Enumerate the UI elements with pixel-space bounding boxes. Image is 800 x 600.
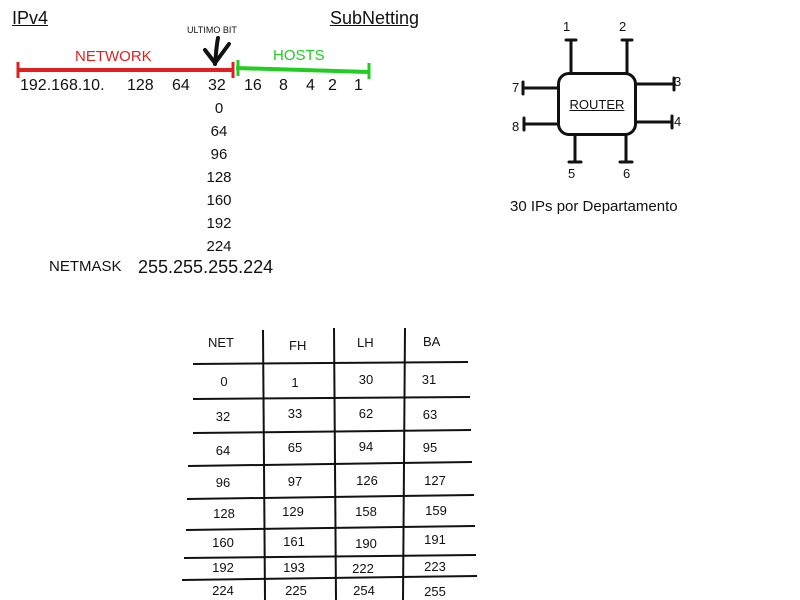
table-cell: 222 [352, 561, 374, 576]
department-note: 30 IPs por Departamento [510, 198, 678, 215]
table-cell: 128 [213, 506, 235, 521]
table-cell: 95 [422, 440, 438, 455]
subnet-start: 192 [206, 215, 232, 232]
table-cell: 129 [282, 504, 304, 519]
table-cell: 254 [353, 583, 375, 598]
subnet-start: 224 [206, 238, 232, 255]
table-cell: 223 [424, 559, 446, 574]
table-header: FH [289, 338, 307, 353]
subnet-start: 160 [206, 192, 232, 209]
table-cell: 97 [287, 474, 303, 489]
subnet-start: 0 [214, 100, 224, 117]
bit-value: 128 [127, 77, 154, 94]
router-port-label: 4 [674, 114, 682, 129]
bit-value: 64 [172, 77, 190, 94]
hosts-label: HOSTS [273, 47, 325, 64]
table-cell: 193 [283, 560, 305, 575]
router-box: ROUTER [557, 72, 637, 136]
table-cell: 64 [215, 443, 231, 458]
table-cell: 62 [358, 406, 374, 421]
bit-value: 16 [244, 77, 262, 94]
table-cell: 1 [291, 375, 299, 390]
bit-value: 4 [306, 77, 315, 94]
bit-value: 2 [328, 77, 337, 94]
table-cell: 255 [424, 584, 446, 599]
ipv4-title: IPv4 [12, 8, 49, 28]
table-cell: 160 [212, 535, 234, 550]
router-port-label: 8 [512, 119, 520, 134]
table-cell: 96 [215, 475, 231, 490]
router-port-label: 5 [568, 166, 576, 181]
table-cell: 224 [212, 583, 234, 598]
table-cell: 33 [287, 406, 303, 421]
subnet-start: 128 [206, 169, 232, 186]
router-label: ROUTER [569, 97, 625, 112]
table-header: LH [357, 335, 374, 350]
router-port-label: 6 [623, 166, 631, 181]
router-port-label: 7 [512, 80, 520, 95]
router-port-label: 3 [674, 74, 682, 89]
bit-value: 32 [208, 77, 226, 94]
router-port-label: 2 [619, 19, 627, 34]
table-cell: 191 [424, 532, 446, 547]
down-arrow-icon [203, 36, 231, 66]
table-cell: 32 [215, 409, 231, 424]
table-cell: 159 [425, 503, 447, 518]
netmask-value: 255.255.255.224 [138, 257, 274, 277]
table-cell: 192 [212, 560, 234, 575]
table-cell: 126 [356, 473, 378, 488]
subnetting-title: SubNetting [330, 8, 420, 28]
table-header: BA [423, 334, 441, 349]
bit-value: 8 [279, 77, 288, 94]
table-cell: 0 [220, 374, 228, 389]
table-header: NET [208, 335, 234, 350]
subnet-start: 64 [210, 123, 228, 140]
table-cell: 63 [422, 407, 438, 422]
hosts-bar [235, 66, 370, 74]
table-horizontal-lines [181, 361, 478, 581]
table-cell: 161 [283, 534, 305, 549]
table-cell: 94 [358, 439, 374, 454]
table-cell: 158 [355, 504, 377, 519]
table-cell: 127 [424, 473, 446, 488]
table-cell: 31 [421, 372, 437, 387]
bit-value: 1 [354, 77, 363, 94]
router-ports [521, 38, 676, 164]
netmask-label: NETMASK [49, 258, 122, 275]
table-cell: 65 [287, 440, 303, 455]
router-port-label: 1 [563, 19, 571, 34]
ip-prefix: 192.168.10. [20, 77, 105, 94]
network-label: NETWORK [75, 48, 152, 65]
ultimo-bit-label: ULTIMO BIT [187, 25, 237, 35]
table-cell: 30 [358, 372, 374, 387]
table-cell: 225 [285, 583, 307, 598]
table-cell: 190 [355, 536, 377, 551]
subnet-start: 96 [210, 146, 228, 163]
